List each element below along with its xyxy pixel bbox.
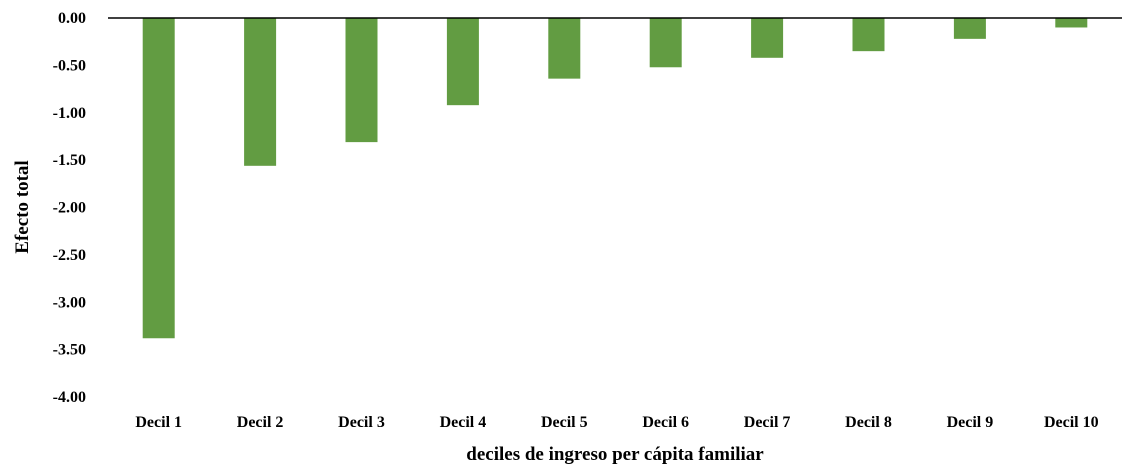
- bar: [751, 18, 784, 58]
- bar: [142, 18, 175, 339]
- bars: [142, 18, 1088, 339]
- x-tick-label: Decil 5: [541, 414, 588, 431]
- x-tick-label: Decil 3: [338, 414, 385, 431]
- x-tick-label: Decil 1: [135, 414, 182, 431]
- y-tick-label: -1.50: [53, 152, 86, 169]
- y-tick-label: -4.00: [53, 389, 86, 406]
- x-tick-label: Decil 6: [642, 414, 689, 431]
- bar: [649, 18, 682, 68]
- bar: [1055, 18, 1088, 28]
- x-tick-label: Decil 9: [947, 414, 994, 431]
- x-tick-label: Decil 2: [237, 414, 284, 431]
- x-axis-title: deciles de ingreso per cápita familiar: [466, 444, 764, 465]
- bar: [345, 18, 378, 143]
- y-tick-label: -3.50: [53, 342, 86, 359]
- bar: [953, 18, 986, 39]
- bar: [852, 18, 885, 52]
- bar: [244, 18, 277, 166]
- y-tick-label: -1.00: [53, 105, 86, 122]
- y-tick-label: -2.00: [53, 200, 86, 217]
- x-tick-label: Decil 4: [440, 414, 487, 431]
- y-axis-ticks: 0.00 -0.50 -1.00 -1.50 -2.00 -2.50 -3.00 -3.50 -…: [53, 10, 86, 406]
- x-tick-label: Decil 10: [1044, 414, 1099, 431]
- bar: [446, 18, 479, 106]
- x-axis-ticks: Decil 1 Decil 2 Decil 3 Decil 4 Decil 5 Decil…: [135, 414, 1098, 431]
- y-tick-label: -0.50: [53, 57, 86, 74]
- x-tick-label: Decil 8: [845, 414, 892, 431]
- y-tick-label: 0.00: [58, 10, 86, 27]
- bar: [548, 18, 581, 79]
- y-axis-title: Efecto total: [12, 160, 33, 253]
- x-tick-label: Decil 7: [744, 414, 791, 431]
- y-tick-label: -3.00: [53, 294, 86, 311]
- y-tick-label: -2.50: [53, 247, 86, 264]
